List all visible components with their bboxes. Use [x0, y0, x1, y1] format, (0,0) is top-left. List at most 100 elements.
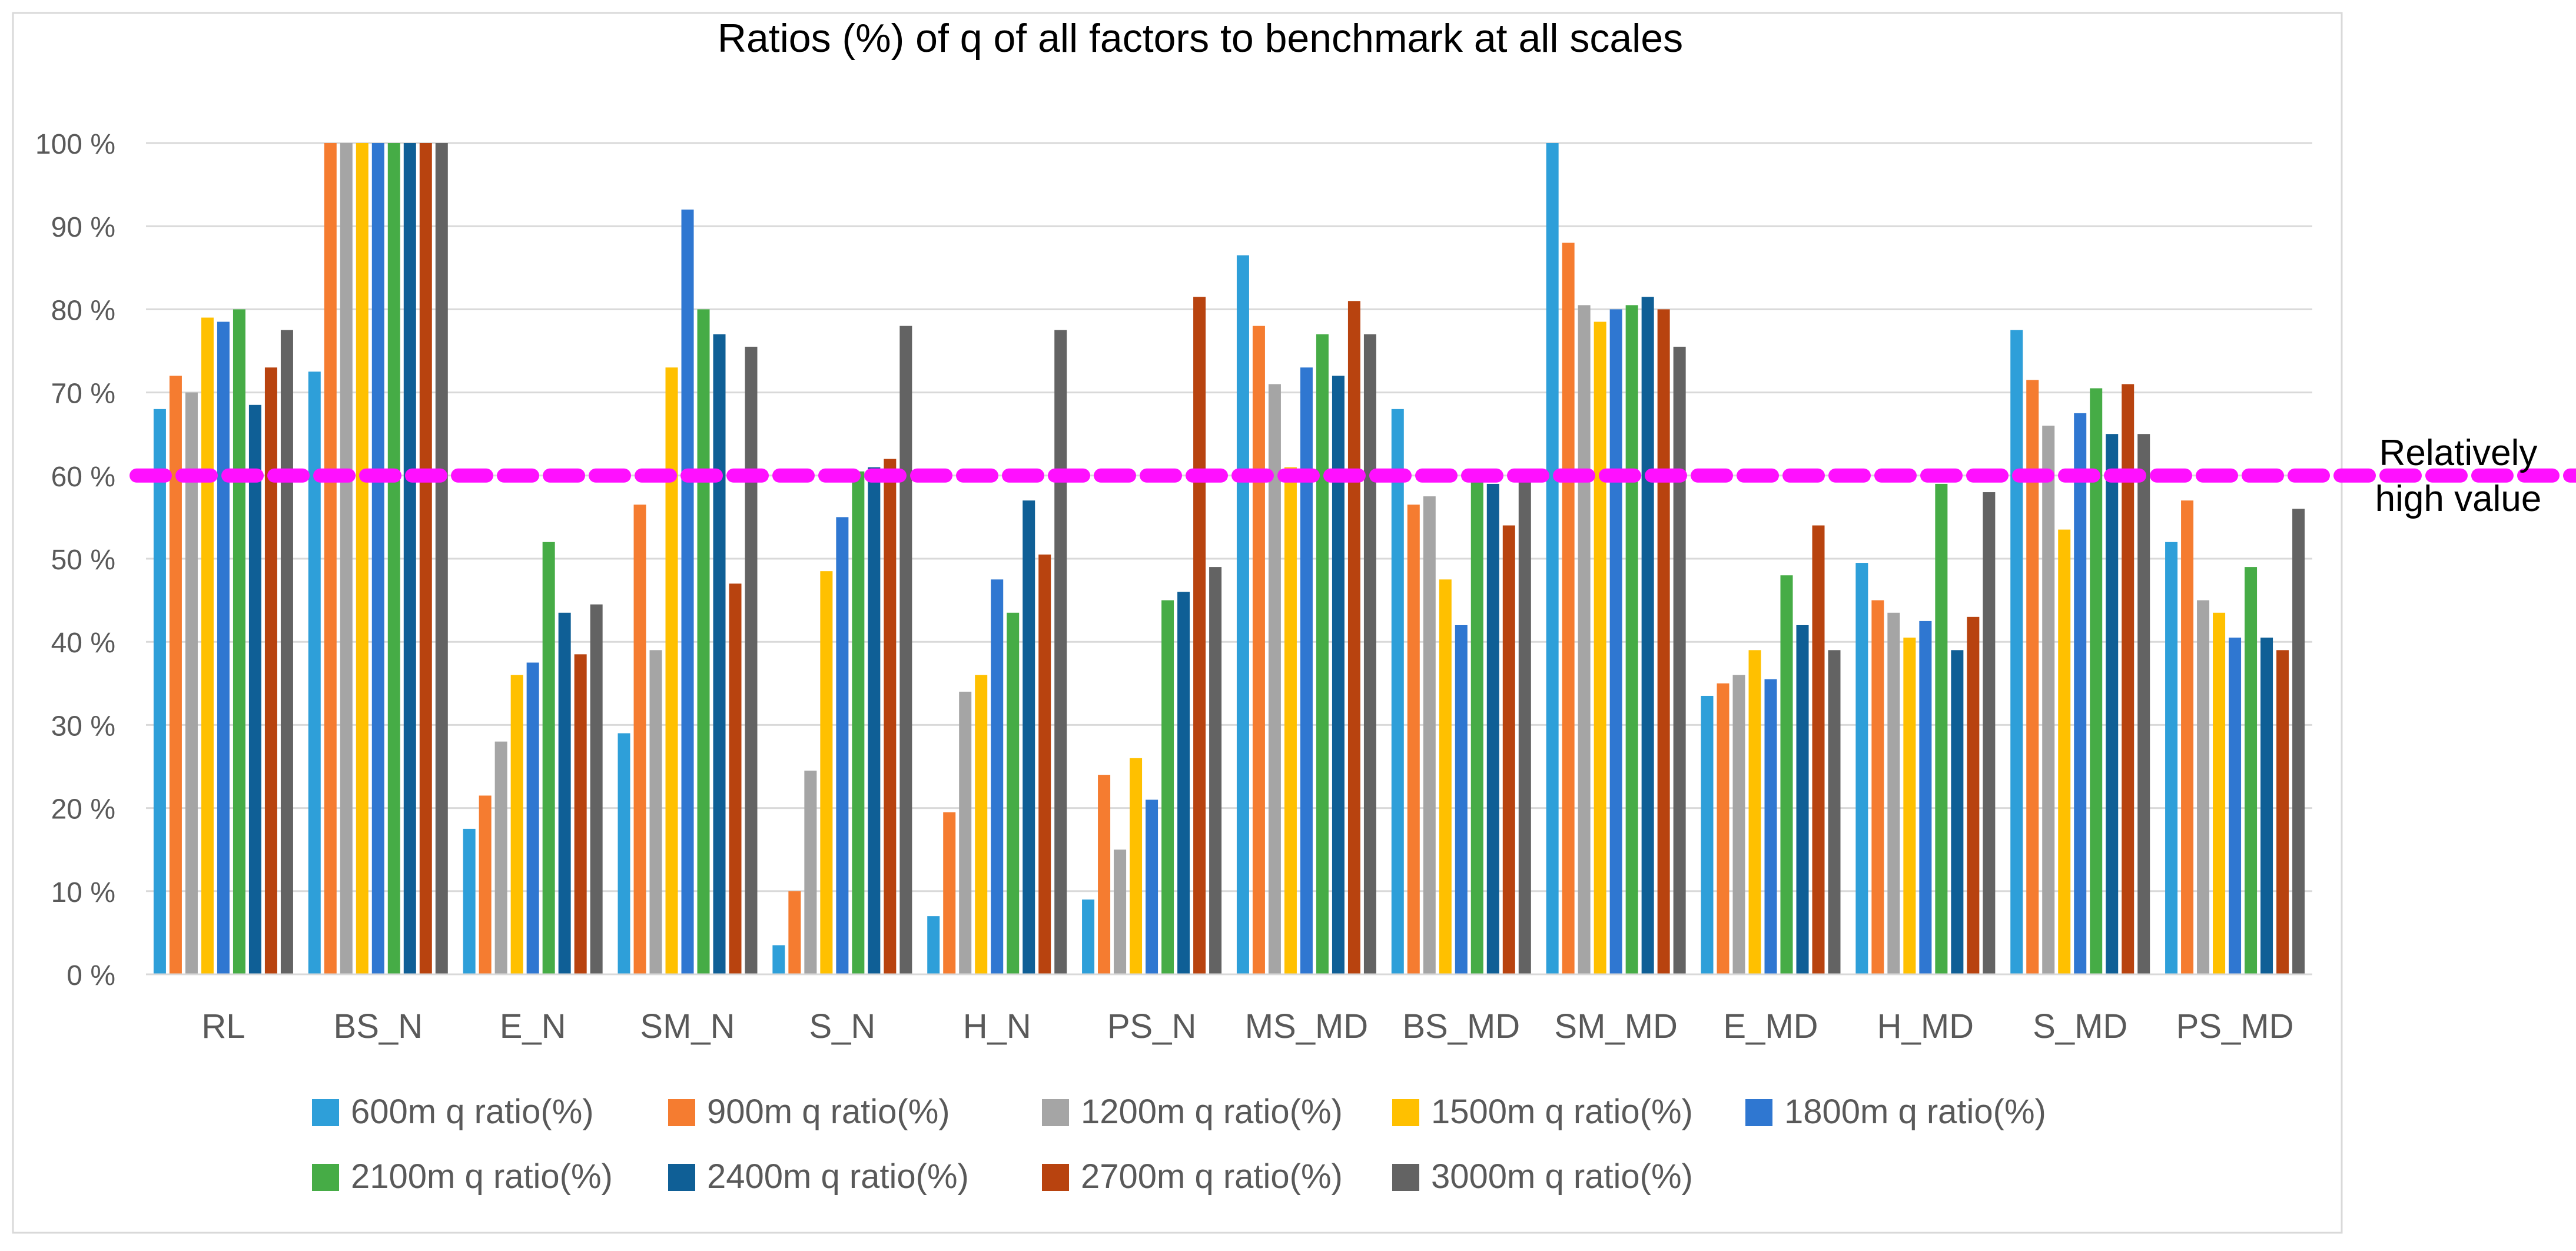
x-tick-label: MS_MD — [1245, 1007, 1368, 1046]
bar — [2213, 612, 2226, 974]
bar — [387, 143, 400, 974]
bar — [1130, 758, 1143, 974]
bar — [542, 542, 555, 974]
x-tick-label: BS_N — [334, 1007, 423, 1046]
bar — [1236, 255, 1249, 974]
bar — [1625, 305, 1638, 974]
bar — [772, 945, 785, 974]
bar — [884, 459, 897, 974]
bar — [649, 650, 662, 974]
bars — [153, 143, 2305, 975]
legend-swatch — [668, 1099, 695, 1126]
legend-label: 1800m q ratio(%) — [1784, 1093, 2046, 1131]
bar — [729, 583, 742, 974]
legend-swatch — [1392, 1099, 1419, 1126]
bar — [681, 209, 694, 975]
x-tick-label: S_MD — [2033, 1007, 2127, 1046]
chart-area-border — [12, 12, 2343, 1234]
bar — [1439, 579, 1452, 974]
legend-label: 600m q ratio(%) — [351, 1093, 594, 1131]
legend-swatch — [1745, 1099, 1772, 1126]
y-tick-label: 10 % — [51, 877, 115, 908]
bar — [1023, 500, 1035, 974]
bar — [1701, 695, 1714, 974]
x-axis-tick-labels: RL BS_N E_N SM_N S_N H_N PS_N MS_MD BS_MD SM_MD E_… — [201, 1007, 2293, 1046]
bar — [1717, 683, 1729, 974]
bar — [2010, 330, 2023, 975]
bar — [1316, 334, 1329, 974]
bar — [1209, 567, 1222, 974]
bar — [463, 828, 476, 974]
bar — [2245, 567, 2258, 974]
bar — [2165, 542, 2178, 974]
bar — [2122, 384, 2135, 974]
bar — [1146, 799, 1158, 974]
bar — [2197, 600, 2210, 974]
bar — [1871, 600, 1884, 974]
bar — [1038, 554, 1051, 974]
bar — [1300, 367, 1313, 974]
bar — [1609, 309, 1622, 974]
x-tick-label: E_MD — [1723, 1007, 1818, 1046]
bar — [1657, 309, 1670, 974]
bar — [868, 467, 881, 974]
bar — [2074, 413, 2087, 974]
bar — [1502, 525, 1515, 974]
bar — [1470, 475, 1483, 974]
bar — [1391, 409, 1404, 974]
bar — [1455, 625, 1468, 974]
bar — [1546, 143, 1559, 974]
bar — [494, 741, 507, 974]
y-axis-tick-labels: 0 % 10 % 20 % 30 % 40 % 50 % 60 % 70 % 80 % 90 % 1… — [35, 129, 115, 991]
x-tick-label: SM_MD — [1554, 1007, 1677, 1046]
bar — [2137, 434, 2150, 974]
bar — [1268, 384, 1281, 974]
bar — [1764, 679, 1777, 974]
bar — [1983, 492, 1996, 974]
legend-label: 900m q ratio(%) — [707, 1093, 950, 1131]
x-tick-label: H_N — [963, 1007, 1031, 1046]
bar — [1363, 334, 1376, 974]
bar — [419, 143, 432, 974]
bar — [1780, 575, 1793, 974]
x-tick-label: SM_N — [640, 1007, 735, 1046]
bar — [1407, 505, 1420, 974]
bar — [435, 143, 448, 974]
x-tick-label: H_MD — [1877, 1007, 1974, 1046]
legend-label: 2100m q ratio(%) — [351, 1157, 613, 1196]
bar — [308, 371, 321, 974]
y-tick-label: 80 % — [51, 295, 115, 326]
y-tick-label: 60 % — [51, 462, 115, 493]
bar — [233, 309, 245, 974]
bar — [1423, 496, 1436, 974]
bar — [804, 771, 817, 974]
bar — [788, 891, 801, 974]
bar — [340, 143, 353, 974]
bar — [745, 346, 758, 975]
bar — [1967, 616, 1980, 974]
legend-label: 2400m q ratio(%) — [707, 1157, 969, 1196]
bar — [1887, 612, 1900, 974]
bar — [927, 916, 940, 974]
bar — [1641, 297, 1654, 975]
bar — [959, 691, 972, 974]
bar — [1332, 376, 1345, 974]
bar — [1796, 625, 1809, 974]
bar — [1903, 638, 1916, 974]
bar — [558, 612, 571, 974]
y-tick-label: 50 % — [51, 545, 115, 576]
bar — [590, 604, 603, 974]
legend-label: 1200m q ratio(%) — [1081, 1093, 1343, 1131]
bar — [2260, 638, 2273, 974]
bar — [665, 367, 678, 974]
legend-swatch — [312, 1164, 339, 1191]
legend-label: 1500m q ratio(%) — [1431, 1093, 1693, 1131]
bar — [574, 654, 587, 974]
y-tick-label: 100 % — [35, 129, 115, 160]
x-tick-label: PS_N — [1107, 1007, 1197, 1046]
bar — [1347, 301, 1360, 974]
bar — [280, 330, 293, 975]
bar — [2106, 434, 2119, 974]
bar — [2026, 380, 2039, 974]
